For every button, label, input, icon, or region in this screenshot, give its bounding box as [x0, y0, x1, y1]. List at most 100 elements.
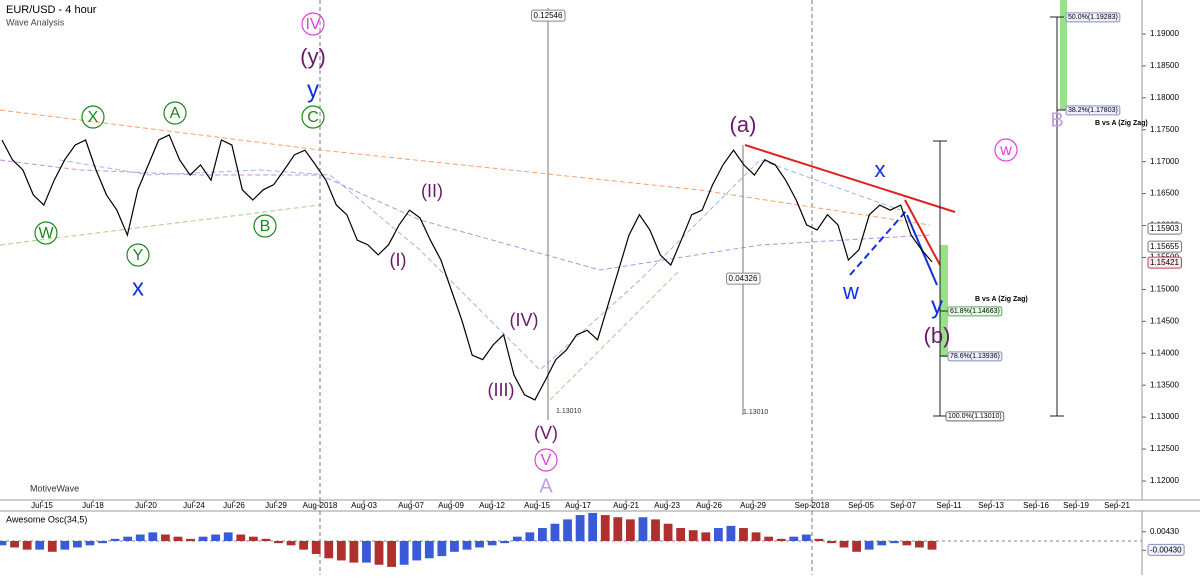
- x-tick-label: Aug-29: [740, 501, 766, 510]
- x-tick-label: Aug-09: [438, 501, 464, 510]
- fib-label: 61.8%(1.14663): [950, 308, 1000, 315]
- wave-circle: [81, 105, 105, 129]
- y-tick-label: 1.14500: [1150, 316, 1179, 325]
- wave-label: X: [88, 109, 99, 126]
- x-tick-label: Aug-07: [398, 501, 424, 510]
- osc-bar: [85, 541, 95, 546]
- chart-title: EUR/USD - 4 hour: [6, 4, 97, 16]
- wave-label: x: [132, 274, 144, 301]
- osc-bar: [160, 534, 170, 541]
- fib-label: B vs A (Zig Zag): [975, 296, 1028, 303]
- y-tick-label: 1.19000: [1150, 29, 1179, 38]
- osc-bar: [889, 541, 899, 544]
- chart-subtitle: Wave Analysis: [6, 17, 65, 27]
- x-tick-label: Jul-26: [223, 501, 245, 510]
- wave-circle: [301, 105, 325, 129]
- osc-bar: [638, 517, 648, 541]
- osc-bar: [915, 541, 924, 548]
- y-tick-label: 1.13500: [1150, 380, 1179, 389]
- wave-label: C: [307, 109, 319, 126]
- osc-bar: [22, 541, 32, 550]
- osc-bar: [525, 532, 535, 541]
- osc-bar: [73, 541, 82, 548]
- osc-bar: [676, 528, 686, 541]
- wave-circle: [301, 12, 325, 36]
- fib-label: 50.0%(1.19283): [1068, 14, 1118, 21]
- y-tick-label-box: [1147, 543, 1185, 556]
- osc-bar: [261, 538, 271, 541]
- wave-label: Y: [133, 247, 144, 264]
- osc-bar: [223, 532, 233, 541]
- price-label-box: [1147, 222, 1182, 235]
- wave-label: B: [260, 218, 271, 235]
- osc-bar: [248, 536, 258, 541]
- wave-label: (IV): [510, 310, 539, 330]
- osc-bar: [500, 541, 510, 544]
- measure-label: 1.13010: [556, 408, 581, 415]
- osc-bar: [701, 532, 711, 541]
- osc-bar: [801, 534, 811, 541]
- osc-bar: [110, 538, 120, 541]
- y-tick-label: 0.00430: [1150, 527, 1179, 536]
- osc-bar: [47, 541, 57, 552]
- wave-label: A: [170, 105, 181, 122]
- resistance-line: [744, 144, 956, 213]
- osc-bar: [688, 530, 698, 541]
- osc-bar: [927, 541, 937, 550]
- wave-circle: [34, 221, 58, 245]
- wave-label: W: [38, 225, 54, 242]
- fib-label-box: [1065, 105, 1121, 116]
- x-tick-label: Sep-07: [890, 501, 916, 510]
- osc-bar: [98, 541, 107, 544]
- osc-bar: [839, 541, 849, 548]
- x-tick-label: Sep-05: [848, 501, 874, 510]
- osc-bar: [35, 541, 45, 550]
- osc-bar: [387, 541, 396, 567]
- osc-bar: [726, 525, 736, 541]
- target-zone: [940, 245, 948, 357]
- x-tick-label: Sep-13: [978, 501, 1004, 510]
- x-tick-label: Jul-24: [183, 501, 205, 510]
- fib-label-box: [945, 411, 1005, 422]
- wave-circle: [126, 243, 150, 267]
- osc-bar: [751, 532, 761, 541]
- fib-label-box: [947, 306, 1003, 317]
- x-tick-label: Sep-16: [1023, 501, 1049, 510]
- wave-label: IV: [305, 16, 320, 33]
- fib-label-box: [947, 351, 1003, 362]
- price-label-box: [1147, 256, 1182, 269]
- x-tick-label: Jul-29: [265, 501, 287, 510]
- osc-bar: [877, 541, 887, 546]
- osc-bar: [399, 541, 409, 565]
- y-tick-label-box: [1148, 525, 1182, 537]
- wave-label: x: [875, 157, 886, 182]
- wave-label: (a): [730, 112, 757, 137]
- wave-label: (I): [390, 250, 407, 270]
- x-tick-label: Aug-21: [613, 501, 639, 510]
- wave-label: V: [541, 452, 552, 469]
- osc-bar: [600, 515, 610, 541]
- fib-label: B vs A (Zig Zag): [1095, 120, 1148, 127]
- osc-bar: [123, 536, 133, 541]
- wave-label: (II): [421, 181, 443, 201]
- y-tick-label: 1.13000: [1150, 412, 1179, 421]
- x-tick-label: Aug-12: [479, 501, 505, 510]
- wave-line: [849, 209, 908, 276]
- osc-bar: [135, 534, 145, 541]
- osc-bar: [173, 536, 183, 541]
- fib-label: 38.2%(1.17803): [1068, 107, 1118, 114]
- osc-bar: [362, 541, 371, 563]
- fib-label-box: [1065, 12, 1121, 23]
- wave-label: (III): [488, 380, 515, 400]
- measure-label-box: [726, 272, 761, 285]
- x-tick-label: Aug-15: [524, 501, 550, 510]
- osc-bar: [462, 541, 472, 550]
- y-tick-label: 1.12500: [1150, 444, 1179, 453]
- osc-bar: [663, 523, 673, 541]
- trend-line: [0, 204, 681, 401]
- osc-bar: [563, 519, 572, 541]
- osc-bar: [625, 519, 635, 541]
- wave-circle: [163, 101, 187, 125]
- osc-bar: [575, 515, 585, 541]
